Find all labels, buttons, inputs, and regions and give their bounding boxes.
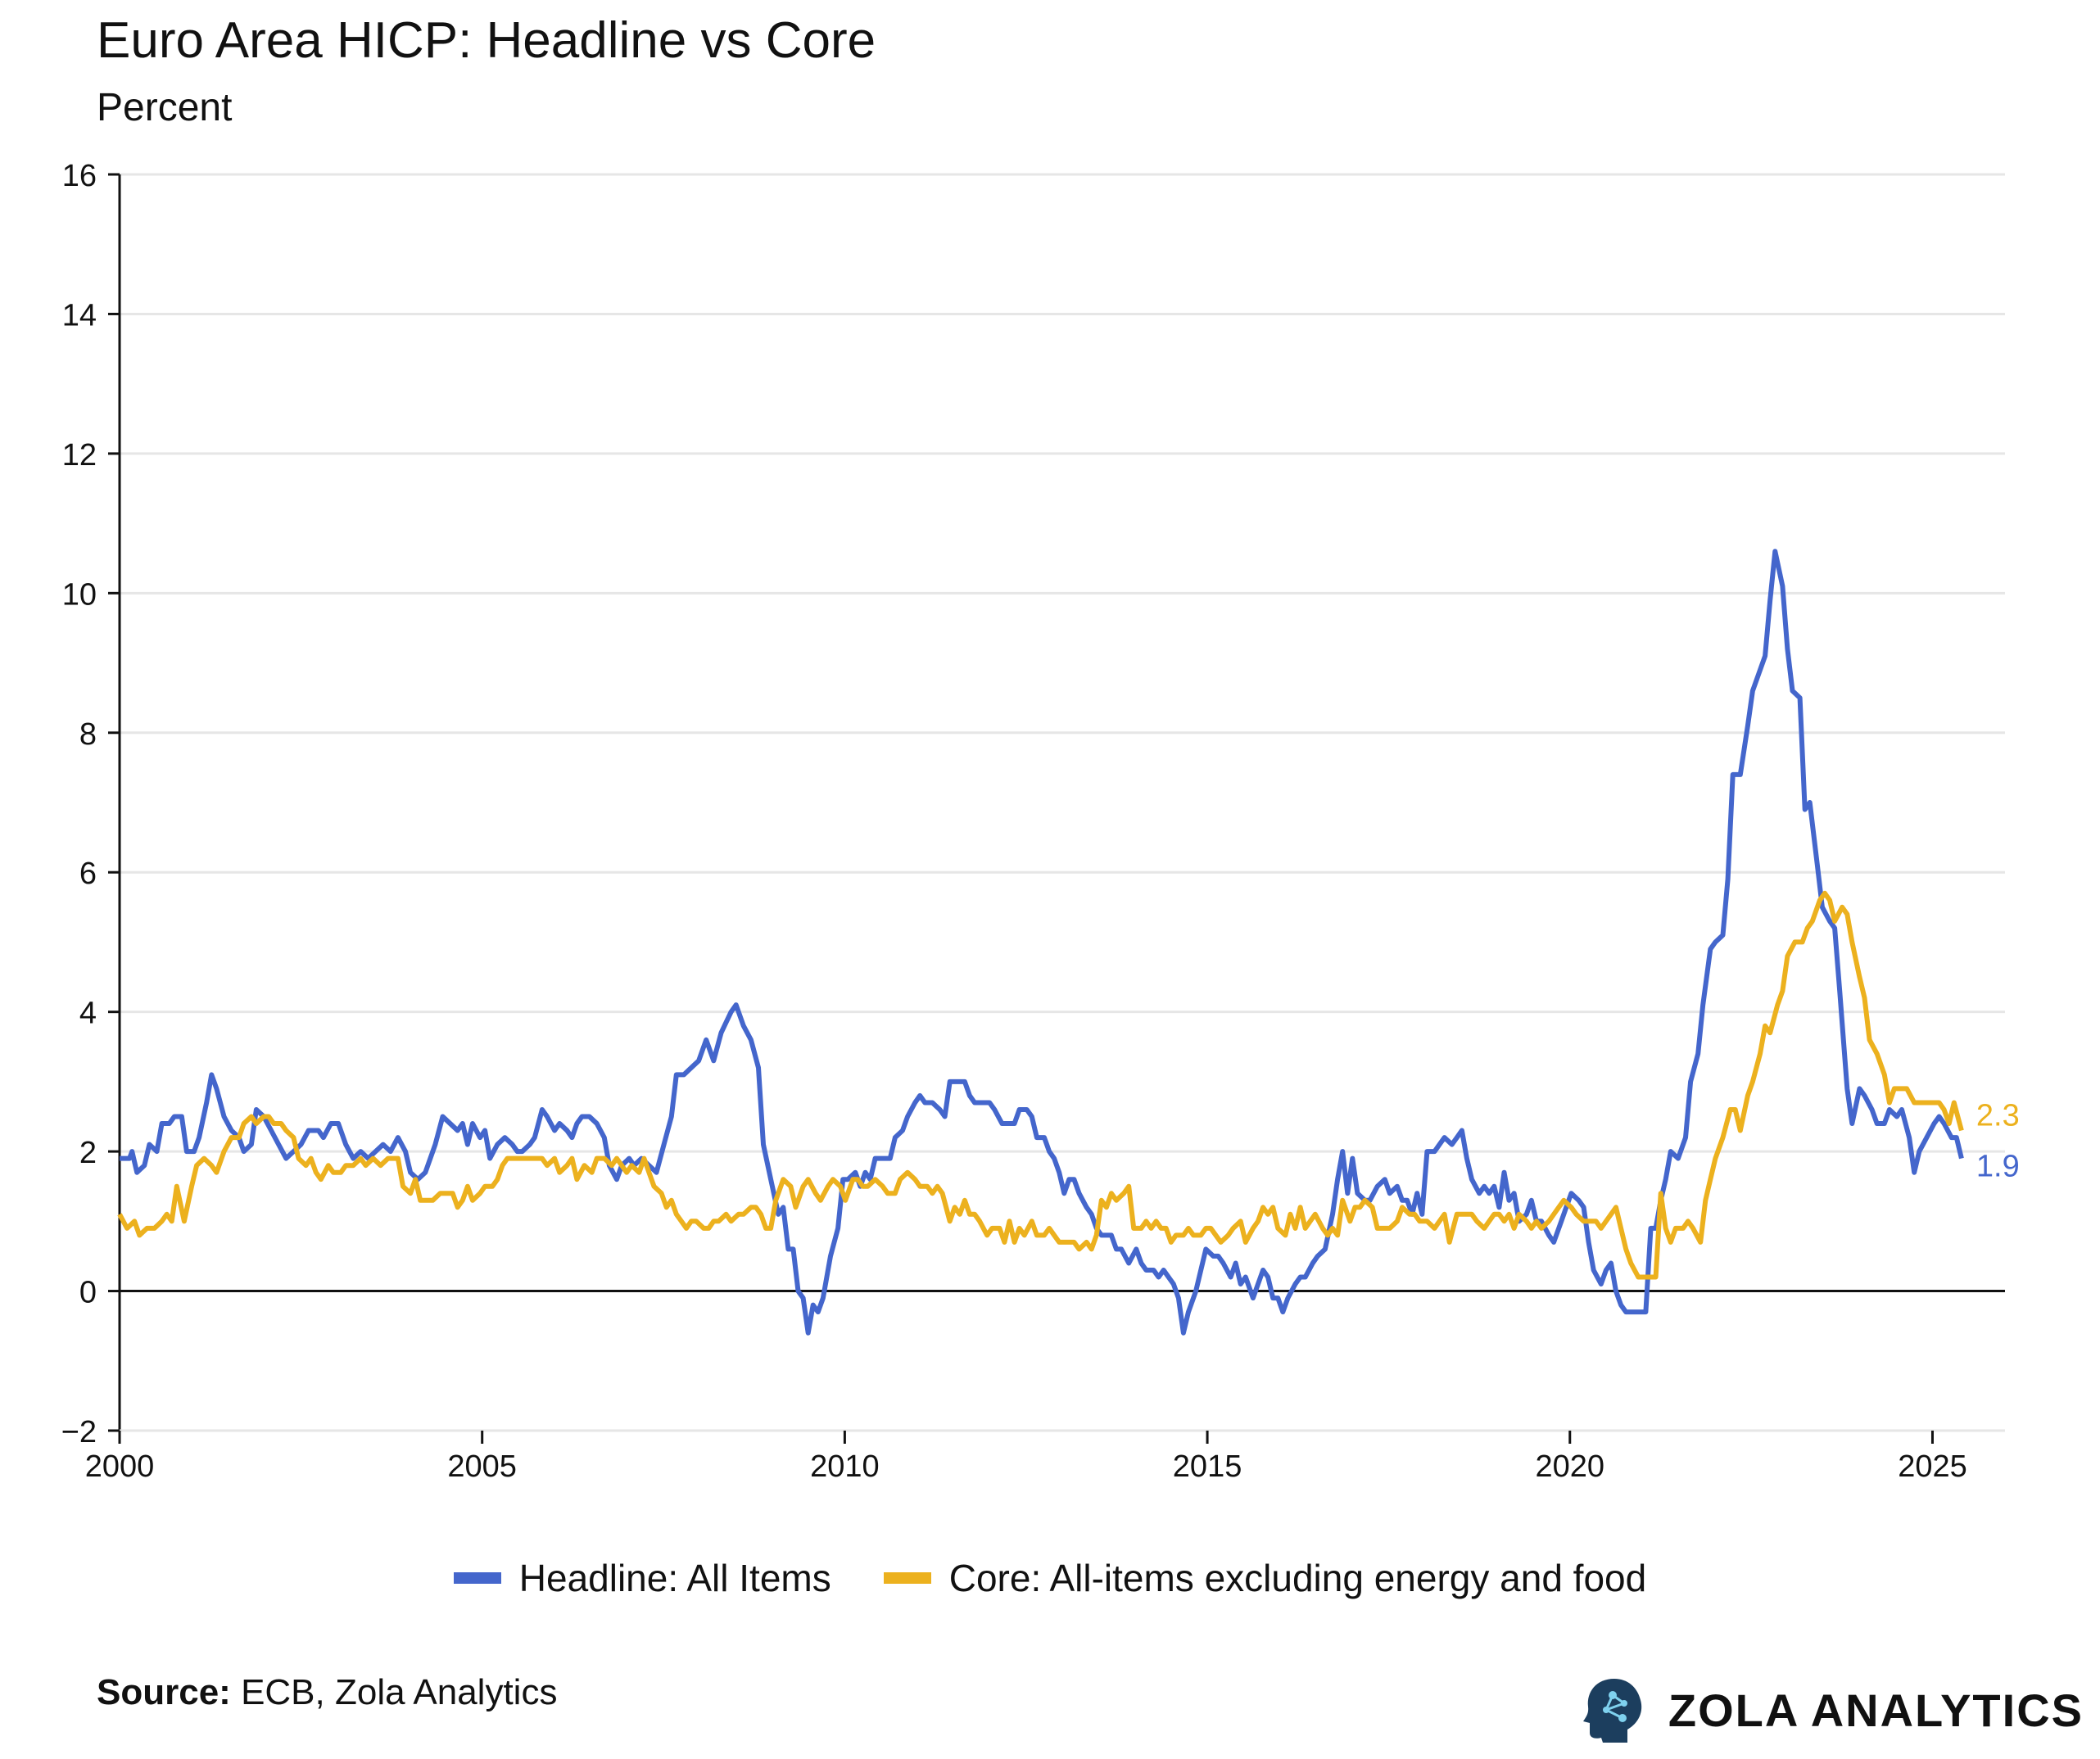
end-label-core: 2.3 — [1976, 1099, 2020, 1133]
legend-swatch-headline — [453, 1572, 501, 1584]
end-labels: 1.9 2.3 — [1976, 1099, 2020, 1184]
y-tick-label: 10 — [62, 577, 97, 612]
source-text: ECB, Zola Analytics — [241, 1672, 558, 1712]
x-tick-label: 2015 — [1173, 1449, 1242, 1484]
legend-label-headline: Headline: All Items — [518, 1557, 831, 1599]
y-axis: −2 0 2 4 6 8 10 12 14 16 — [61, 159, 121, 1449]
source-note: Source: ECB, Zola Analytics — [97, 1672, 557, 1713]
y-tick-label: 16 — [62, 159, 97, 193]
y-tick-label: 12 — [62, 438, 97, 473]
legend: Headline: All Items Core: All-items excl… — [0, 1556, 2100, 1600]
gridlines — [120, 173, 2005, 1432]
x-tick-label: 2025 — [1898, 1449, 1967, 1484]
end-label-headline: 1.9 — [1976, 1150, 2020, 1184]
hicp-line-chart: −2 0 2 4 6 8 10 12 14 16 2000 2005 2010 2015 2020 2025… — [61, 159, 2020, 1484]
brand-logo: ZOLA ANALYTICS — [1582, 1675, 2084, 1744]
series-lines — [117, 549, 1964, 1336]
legend-swatch-core — [883, 1572, 931, 1584]
x-tick-label: 2010 — [810, 1449, 880, 1484]
y-tick-label: 4 — [79, 997, 97, 1031]
series-line-core — [117, 890, 1964, 1280]
x-axis: 2000 2005 2010 2015 2020 2025 — [85, 1290, 2005, 1484]
chart-subtitle: Percent — [97, 86, 233, 129]
source-label: Source: — [97, 1672, 231, 1712]
y-tick-label: 0 — [79, 1276, 97, 1310]
y-tick-label: 2 — [79, 1136, 97, 1170]
chart-title: Euro Area HICP: Headline vs Core — [97, 12, 876, 69]
series-line-headline — [120, 549, 1964, 1336]
y-tick-label: 8 — [79, 717, 97, 752]
legend-item-headline[interactable]: Headline: All Items — [453, 1556, 831, 1600]
brand-name: ZOLA ANALYTICS — [1668, 1684, 2084, 1736]
y-tick-label: −2 — [61, 1415, 97, 1449]
x-tick-label: 2020 — [1535, 1449, 1604, 1484]
y-tick-label: 14 — [62, 298, 97, 332]
x-tick-label: 2000 — [85, 1449, 155, 1484]
head-circuit-icon — [1582, 1679, 1642, 1743]
legend-label-core: Core: All-items excluding energy and foo… — [948, 1557, 1647, 1599]
x-tick-label: 2005 — [447, 1449, 517, 1484]
y-tick-label: 6 — [79, 857, 97, 891]
legend-item-core[interactable]: Core: All-items excluding energy and foo… — [883, 1556, 1647, 1600]
